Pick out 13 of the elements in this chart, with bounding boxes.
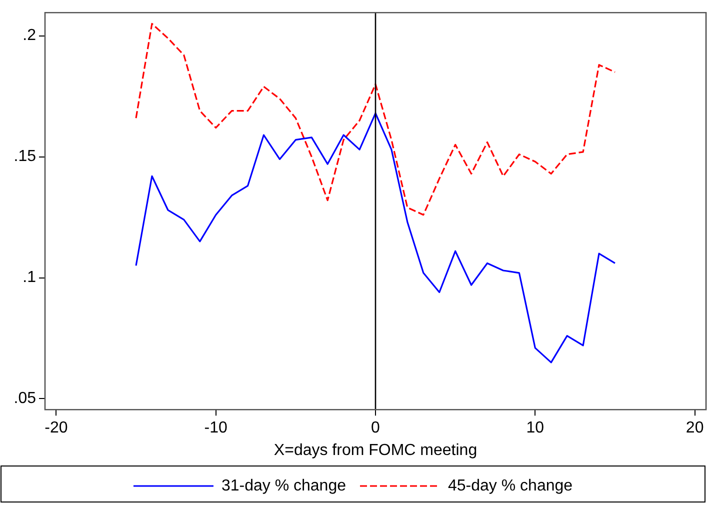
x-tick-label: 20 [686, 420, 704, 437]
x-tick-label: -10 [204, 420, 228, 437]
y-tick-label: .2 [22, 27, 36, 44]
line-series [135, 22, 616, 216]
y-tick-label: .1 [22, 269, 36, 286]
x-tick-label: 10 [526, 420, 544, 437]
x-axis-title: X=days from FOMC meeting [274, 442, 478, 459]
x-tick-label: -20 [44, 420, 68, 437]
legend-label: 31-day % change [221, 477, 346, 494]
x-tick-label: 0 [371, 420, 380, 437]
legend-label: 45-day % change [448, 477, 573, 494]
y-tick-label: .05 [14, 390, 36, 408]
y-tick-label: .15 [14, 148, 36, 166]
